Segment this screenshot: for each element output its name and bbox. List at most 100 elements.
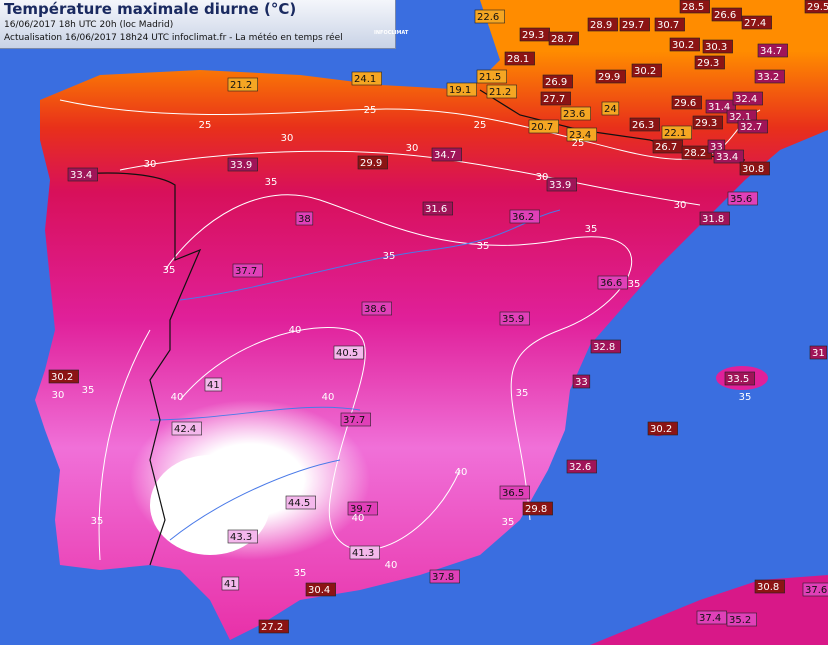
station-value: 28.9	[590, 20, 612, 31]
station-value: 32.1	[729, 112, 751, 123]
header: Température maximale diurne (°C) 16/06/2…	[0, 0, 408, 49]
station-value: 31	[812, 348, 825, 359]
isotherm-label: 25	[199, 120, 212, 131]
station-box	[601, 101, 620, 116]
isotherm-label: 35	[628, 279, 641, 290]
station-value: 33	[710, 142, 723, 153]
station-value: 37.4	[699, 613, 721, 624]
station-value: 31.4	[708, 102, 730, 113]
station-box	[654, 17, 685, 32]
station-value: 39.7	[350, 504, 372, 515]
station-box	[361, 301, 392, 316]
station-value: 41	[224, 579, 237, 590]
station-value: 38.6	[364, 304, 386, 315]
station-value: 23.4	[569, 130, 591, 141]
station-value: 36.2	[512, 212, 534, 223]
station-box	[258, 619, 289, 634]
isotherm-label: 25	[474, 120, 487, 131]
station-value: 36.6	[600, 278, 622, 289]
station-box	[431, 147, 462, 162]
isotherm-label: 35	[502, 517, 515, 528]
station-value: 28.1	[507, 54, 529, 65]
isotherm-label: 35	[294, 568, 307, 579]
station-box	[595, 69, 626, 84]
station-value: 35.9	[502, 314, 524, 325]
station-value: 33.9	[549, 180, 571, 191]
station-box	[726, 612, 757, 627]
station-value: 37.7	[235, 266, 257, 277]
station-value: 44.5	[288, 498, 310, 509]
station-value: 21.2	[230, 80, 252, 91]
station-value: 26.6	[714, 10, 736, 21]
isotherm-label: 30	[281, 133, 294, 144]
station-value: 30.2	[634, 66, 656, 77]
station-box	[754, 579, 785, 594]
station-value: 28.7	[551, 34, 573, 45]
station-box	[499, 311, 530, 326]
isotherm-label: 35	[82, 385, 95, 396]
isotherm-label: 35	[265, 177, 278, 188]
station-box	[724, 371, 755, 386]
station-value: 33.4	[70, 170, 92, 181]
isotherm-label: 35	[477, 241, 490, 252]
rivers	[149, 209, 561, 541]
isotherm-label: 25	[572, 138, 585, 149]
station-box	[227, 157, 258, 172]
station-box	[566, 127, 597, 142]
station-box	[671, 95, 702, 110]
station-value: 37.7	[343, 415, 365, 426]
station-box	[619, 17, 650, 32]
station-value: 27.2	[261, 622, 283, 633]
station-box	[802, 582, 828, 597]
isotherm-label: 35	[383, 251, 396, 262]
station-value: 33.9	[230, 160, 252, 171]
station-box	[48, 369, 79, 384]
station-value: 19.1	[449, 85, 471, 96]
station-value: 30.3	[705, 42, 727, 53]
station-box	[560, 106, 591, 121]
isotherm-label: 35	[585, 224, 598, 235]
station-value: 35.2	[729, 615, 751, 626]
station-value: 34.7	[760, 46, 782, 57]
station-value: 20.7	[531, 122, 553, 133]
station-value: 22.6	[477, 12, 499, 23]
station-value: 29.7	[622, 20, 644, 31]
station-value: 42.4	[174, 424, 196, 435]
station-box	[357, 155, 388, 170]
station-box	[504, 51, 535, 66]
date-line: 16/06/2017 18h UTC 20h (loc Madrid)	[4, 20, 174, 30]
station-value: 32.7	[740, 122, 762, 133]
station-box	[67, 167, 98, 182]
station-value: 32.6	[569, 462, 591, 473]
station-value: 30.4	[308, 585, 330, 596]
station-value: 21.5	[479, 72, 501, 83]
station-box	[204, 377, 223, 392]
station-box	[757, 43, 788, 58]
station-box	[227, 77, 258, 92]
station-box	[737, 119, 768, 134]
station-value: 29.9	[598, 72, 620, 83]
station-value: 40.5	[336, 348, 358, 359]
station-value: 30.8	[742, 164, 764, 175]
station-value: 31.8	[702, 214, 724, 225]
station-box	[694, 55, 725, 70]
station-value: 28.5	[682, 2, 704, 13]
station-box	[727, 191, 758, 206]
station-box	[629, 117, 660, 132]
station-box	[349, 545, 380, 560]
station-box	[474, 9, 505, 24]
station-value: 32.4	[735, 94, 757, 105]
station-box	[340, 412, 371, 427]
station-box	[499, 485, 530, 500]
station-box	[739, 161, 770, 176]
station-value: 35.6	[730, 194, 752, 205]
station-value: 33.4	[716, 152, 738, 163]
logo: INFOCLIMAT	[374, 30, 409, 36]
station-box	[587, 17, 618, 32]
station-value: 33.2	[757, 72, 779, 83]
isotherm-label: 35	[163, 265, 176, 276]
station-value: 41	[207, 380, 220, 391]
station-value: 27.4	[744, 18, 766, 29]
